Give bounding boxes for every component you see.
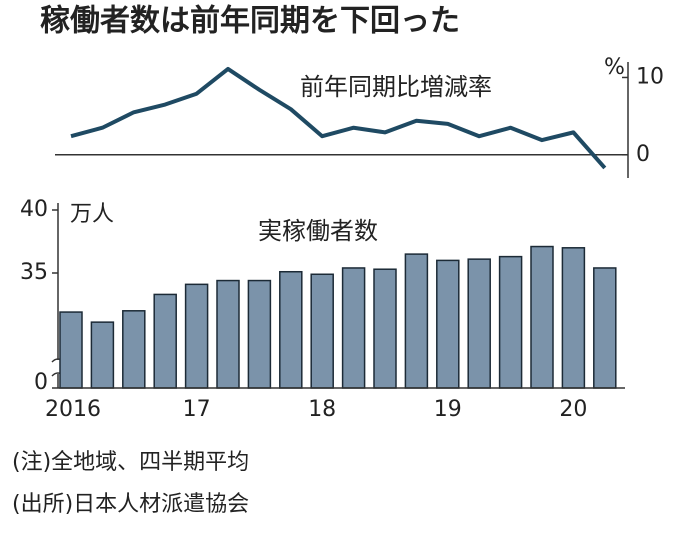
y-tick-label: 0 — [636, 142, 650, 167]
unit-label: 万人 — [70, 202, 114, 227]
bar — [373, 268, 397, 389]
bar — [436, 259, 460, 389]
bar — [247, 279, 272, 389]
panel-title: 前年同期比増減率 — [300, 73, 492, 101]
bar — [467, 258, 491, 389]
x-tick-label: 18 — [308, 397, 336, 422]
page-title: 稼働者数は前年同期を下回った — [40, 4, 460, 39]
bar — [153, 293, 177, 389]
bar — [122, 310, 146, 389]
bar — [279, 270, 303, 389]
bar — [216, 279, 240, 389]
bar — [561, 247, 586, 389]
unit-label: % — [604, 55, 625, 80]
data-line — [70, 66, 607, 170]
note: (注)全地域、四半期平均 — [12, 450, 249, 475]
y-tick-label: 35 — [20, 260, 48, 285]
bar — [341, 267, 366, 389]
y-tick-label: 40 — [20, 197, 48, 222]
bar — [90, 321, 115, 389]
x-tick-label: 20 — [559, 397, 587, 422]
bar — [59, 311, 83, 389]
x-tick-label: 19 — [434, 397, 462, 422]
y-tick-label: 10 — [636, 64, 664, 89]
bar — [404, 253, 429, 389]
bar — [530, 245, 554, 389]
bar — [593, 267, 617, 389]
x-tick-label: 17 — [183, 397, 211, 422]
bar — [498, 255, 523, 389]
y-tick-label: 0 — [34, 370, 48, 395]
panel-title: 実稼働者数 — [258, 217, 378, 245]
bar — [310, 273, 334, 389]
note: (出所)日本人材派遣協会 — [12, 492, 249, 517]
x-tick-label: 2016 — [45, 397, 101, 422]
bar — [184, 283, 209, 389]
